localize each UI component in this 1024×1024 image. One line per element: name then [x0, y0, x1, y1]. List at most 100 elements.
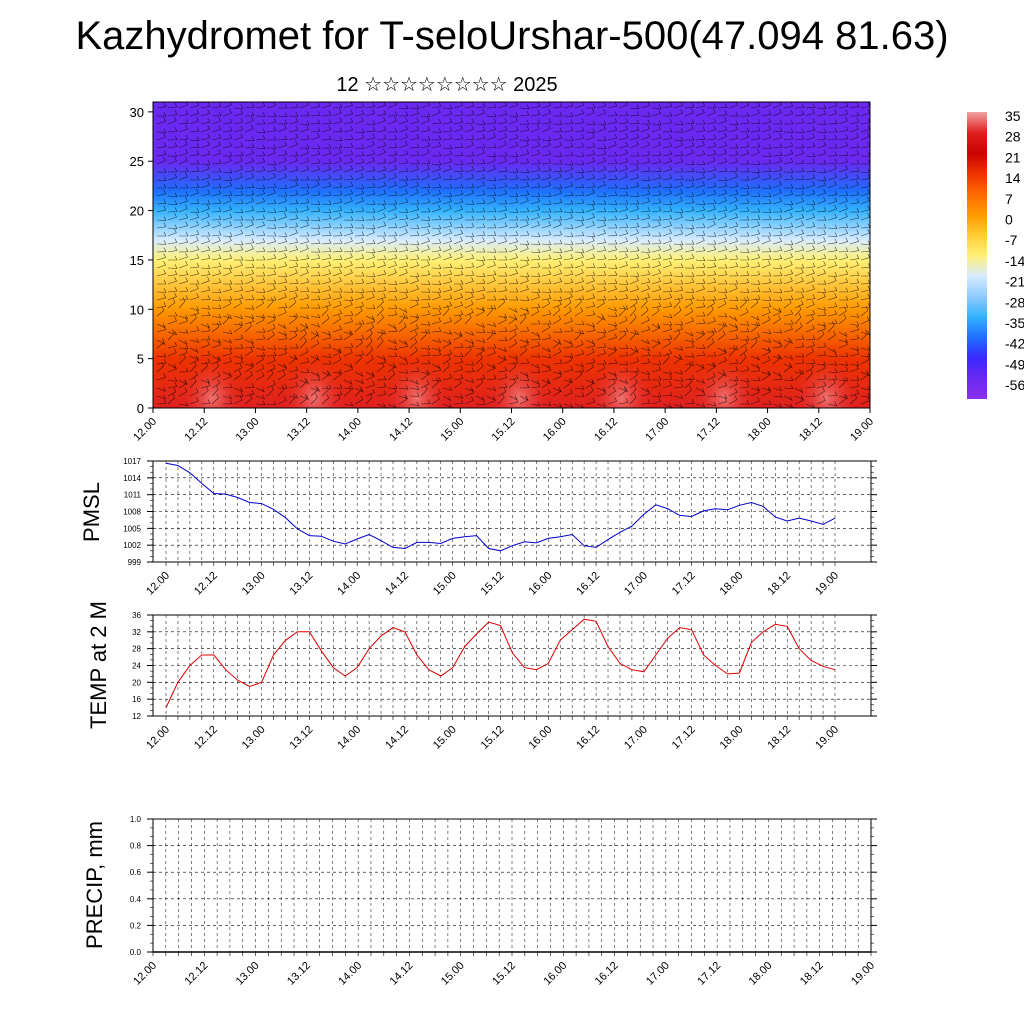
- wind-barb: [409, 358, 420, 365]
- wind-barb: [618, 286, 629, 293]
- colorbar-label: 21: [1005, 149, 1021, 165]
- wind-barb: [783, 204, 793, 213]
- wind-barb: [431, 173, 442, 181]
- wind-barb: [409, 379, 419, 385]
- wind-barb: [552, 338, 561, 349]
- wind-barb: [244, 111, 255, 117]
- wind-barb: [409, 143, 420, 149]
- wind-barb: [772, 246, 783, 253]
- y-tick-label: 0.8: [130, 842, 142, 851]
- wind-barb: [827, 164, 837, 173]
- wind-barb: [299, 134, 310, 141]
- wind-barb: [299, 379, 309, 385]
- wind-barb: [453, 110, 464, 117]
- x-tick-label: 19.00: [813, 724, 841, 752]
- wind-barb: [541, 136, 552, 141]
- wind-barb: [409, 385, 420, 391]
- wind-barb: [420, 164, 430, 173]
- wind-barb: [651, 239, 662, 245]
- wind-barb: [277, 285, 288, 293]
- wind-barb: [508, 397, 519, 405]
- wind-barb: [585, 253, 596, 261]
- wind-barb: [552, 277, 563, 285]
- wind-barb: [431, 288, 442, 293]
- wind-barb: [409, 300, 419, 309]
- wind-barb: [354, 231, 365, 237]
- wind-barb: [321, 393, 330, 405]
- wind-barb: [486, 364, 496, 373]
- wind-barb: [607, 200, 618, 205]
- wind-barb: [497, 373, 508, 381]
- wind-barb: [343, 181, 354, 189]
- wind-barb: [596, 216, 607, 221]
- wind-barb: [651, 220, 661, 229]
- wind-barb: [530, 212, 540, 221]
- wind-barb: [377, 231, 387, 237]
- wind-barb: [684, 375, 695, 381]
- wind-barb: [519, 340, 529, 349]
- wind-barb: [552, 184, 563, 189]
- wind-barb: [431, 346, 442, 352]
- wind-barb: [244, 269, 255, 277]
- wind-barb: [277, 364, 287, 373]
- wind-barb: [849, 237, 860, 245]
- wind-barb: [365, 156, 375, 165]
- wind-barb: [563, 112, 574, 117]
- wind-barb: [453, 378, 462, 389]
- wind-barb: [816, 128, 827, 134]
- wind-barb: [838, 109, 849, 117]
- wind-barb: [299, 262, 310, 269]
- wind-barb: [816, 306, 827, 311]
- wind-barb: [717, 189, 728, 197]
- wind-barb: [651, 323, 661, 330]
- wind-barb: [530, 110, 541, 117]
- wind-barb: [277, 103, 288, 109]
- wind-barb: [387, 280, 398, 286]
- wind-barb: [200, 212, 210, 221]
- wind-barb: [365, 323, 375, 333]
- wind-barb: [178, 172, 188, 181]
- wind-barb: [299, 205, 310, 213]
- wind-barb: [805, 347, 815, 357]
- wind-barb: [728, 323, 738, 329]
- wind-barb: [541, 230, 552, 237]
- wind-barb: [486, 396, 496, 405]
- y-tick-label: 25: [130, 154, 144, 169]
- wind-barb: [233, 125, 244, 133]
- wind-barb: [651, 215, 662, 221]
- wind-barb: [673, 394, 684, 399]
- wind-barb: [266, 216, 277, 222]
- wind-barb: [189, 213, 200, 221]
- wind-barb: [266, 224, 277, 229]
- wind-barb: [409, 276, 419, 285]
- wind-barb: [376, 390, 387, 397]
- wind-barb: [728, 334, 739, 341]
- wind-barb: [640, 339, 650, 345]
- wind-barb: [640, 102, 651, 109]
- wind-barb: [772, 197, 783, 205]
- wind-barb: [387, 310, 398, 317]
- wind-barb: [398, 150, 409, 157]
- wind-barb: [387, 304, 398, 310]
- wind-barb: [728, 271, 739, 277]
- wind-barb: [673, 223, 684, 229]
- x-tick-label: 12.00: [131, 416, 159, 444]
- wind-barb: [167, 110, 178, 117]
- wind-barb: [717, 167, 728, 173]
- wind-barb: [211, 322, 220, 333]
- wind-barb: [365, 354, 374, 365]
- wind-barb: [860, 370, 869, 381]
- wind-barb: [563, 270, 574, 277]
- wind-barb: [387, 156, 397, 165]
- wind-barb: [343, 342, 354, 349]
- wind-barb: [640, 213, 651, 221]
- wind-barb: [288, 176, 299, 181]
- wind-barb: [354, 379, 364, 384]
- wind-barb: [827, 102, 838, 109]
- wind-barb: [596, 124, 606, 133]
- wind-barb: [519, 230, 530, 237]
- wind-barb: [519, 296, 530, 301]
- wind-barb: [442, 215, 453, 221]
- wind-barb: [211, 278, 222, 285]
- wind-barb: [497, 212, 507, 221]
